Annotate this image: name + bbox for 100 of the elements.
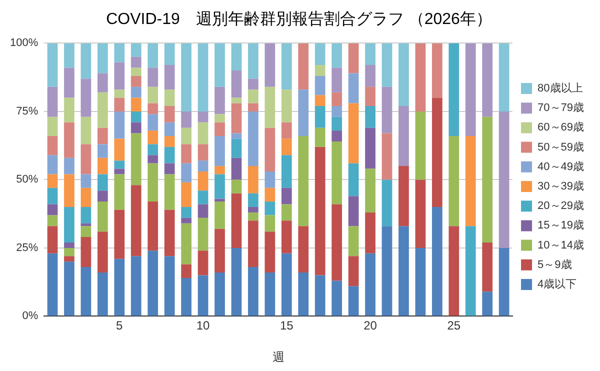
bar [114, 98, 125, 112]
bar [398, 43, 409, 106]
bar [64, 207, 74, 242]
bar [130, 185, 142, 256]
bar [164, 163, 175, 174]
bar [214, 166, 225, 174]
bar [130, 76, 142, 87]
bar [365, 128, 376, 169]
bar [264, 232, 276, 273]
bar [415, 43, 426, 112]
bar [298, 43, 309, 90]
bar [415, 111, 426, 180]
legend-label: 10～14歳 [538, 238, 584, 252]
bar [198, 122, 208, 144]
bar [97, 43, 108, 74]
bar [231, 193, 242, 248]
bar [80, 174, 92, 188]
bar [248, 43, 258, 79]
bar [47, 174, 58, 188]
bar [248, 267, 258, 316]
bar [415, 180, 426, 248]
bar [264, 215, 276, 232]
bar [248, 103, 258, 112]
bar [164, 210, 175, 256]
bar [130, 68, 142, 76]
bar [298, 226, 309, 273]
bar [80, 237, 92, 268]
bar [181, 163, 192, 182]
bar [398, 226, 409, 316]
bar [148, 130, 158, 144]
bar [332, 280, 342, 316]
x-tick-label: 5 [116, 318, 124, 333]
bar [348, 73, 359, 104]
bar [97, 144, 108, 158]
bar [148, 144, 158, 156]
bar [264, 86, 276, 128]
bar [148, 86, 158, 104]
bar [332, 68, 342, 92]
bar [198, 204, 208, 218]
bar [332, 130, 342, 142]
bar [382, 86, 392, 134]
bar [281, 122, 292, 139]
bar [64, 122, 74, 158]
bar [198, 160, 208, 172]
bar [248, 90, 258, 104]
bar [47, 226, 58, 254]
bar [398, 166, 409, 226]
bar [314, 106, 326, 128]
bar [198, 144, 208, 161]
bar [148, 114, 158, 131]
legend-label: 30～39歳 [538, 180, 584, 193]
bar [80, 207, 92, 224]
bar [47, 253, 58, 316]
bar [348, 43, 359, 74]
y-tick-label: 50% [16, 174, 38, 186]
bar [332, 106, 342, 117]
bar [148, 43, 158, 68]
bar [332, 141, 342, 204]
bar [231, 103, 242, 134]
bar [264, 202, 276, 216]
bar [348, 196, 359, 226]
bar [47, 116, 58, 136]
bar [114, 111, 125, 139]
bar [382, 43, 392, 87]
bar [214, 228, 225, 273]
bar [281, 204, 292, 221]
bar [348, 226, 359, 256]
bar [314, 95, 326, 106]
y-tick-label: 0% [22, 310, 38, 322]
legend-label: 5～9歳 [538, 258, 572, 271]
bar [332, 43, 342, 68]
bar [80, 144, 92, 174]
bar [498, 248, 510, 316]
bar [214, 122, 225, 136]
y-tick-label: 100% [10, 37, 38, 50]
bar [198, 275, 208, 316]
bar [164, 146, 175, 164]
bar [181, 128, 192, 144]
bar [181, 218, 192, 224]
bar [365, 212, 376, 254]
bar [314, 146, 326, 276]
y-tick-label: 75% [16, 105, 38, 118]
bar [382, 226, 392, 316]
bar [148, 250, 158, 316]
legend-label: 50～59歳 [538, 140, 584, 154]
bar [465, 43, 476, 136]
bar [214, 272, 225, 316]
bar [164, 174, 175, 210]
bar [181, 111, 192, 128]
bar [365, 168, 376, 212]
bar [214, 114, 225, 122]
bar [214, 136, 225, 166]
bar [47, 215, 58, 226]
bar [198, 111, 208, 122]
bar [498, 43, 510, 112]
bar [164, 90, 175, 106]
bar [64, 98, 74, 122]
bar [97, 202, 108, 232]
bar [114, 168, 125, 174]
bar [114, 43, 125, 62]
